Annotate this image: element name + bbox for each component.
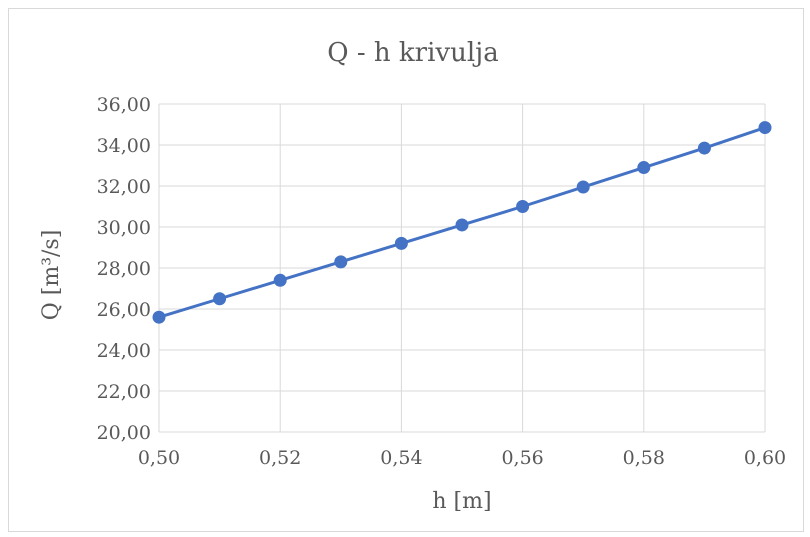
y-tick-label: 22,00	[97, 381, 151, 403]
x-tick-label: 0,60	[744, 447, 786, 469]
data-point	[455, 218, 469, 232]
data-point	[273, 273, 287, 287]
y-tick-label: 26,00	[97, 299, 151, 321]
data-point	[152, 310, 166, 324]
tick-labels: 20,00 22,00 24,00 26,00 28,00 30,00 32,00 34,00…	[97, 94, 787, 469]
data-point	[394, 236, 408, 250]
x-tick-label: 0,52	[259, 447, 301, 469]
chart-svg: 20,00 22,00 24,00 26,00 28,00 30,00 32,00 34,00…	[39, 38, 787, 514]
chart-title: Q - h krivulja	[327, 38, 498, 68]
data-point	[637, 161, 651, 175]
x-tick-label: 0,50	[138, 447, 180, 469]
x-tick-label: 0,56	[501, 447, 543, 469]
y-tick-label: 32,00	[97, 176, 151, 198]
y-axis-label: Q [m³/s]	[39, 230, 64, 321]
series-layer	[152, 121, 772, 324]
x-axis-label: h [m]	[432, 489, 491, 514]
data-point	[576, 180, 590, 194]
y-tick-label: 28,00	[97, 258, 151, 280]
y-tick-label: 24,00	[97, 340, 151, 362]
data-point	[758, 121, 772, 135]
x-tick-label: 0,54	[380, 447, 422, 469]
y-tick-label: 34,00	[97, 135, 151, 157]
data-point	[516, 200, 530, 213]
y-tick-label: 20,00	[97, 422, 151, 444]
y-tick-label: 36,00	[97, 94, 151, 116]
data-point	[697, 141, 711, 155]
data-point	[334, 255, 348, 269]
data-point	[213, 292, 227, 306]
y-tick-label: 30,00	[97, 217, 151, 239]
chart-area: 20,00 22,00 24,00 26,00 28,00 30,00 32,00 34,00…	[8, 8, 804, 532]
x-tick-label: 0,58	[623, 447, 665, 469]
gridlines	[158, 103, 766, 433]
